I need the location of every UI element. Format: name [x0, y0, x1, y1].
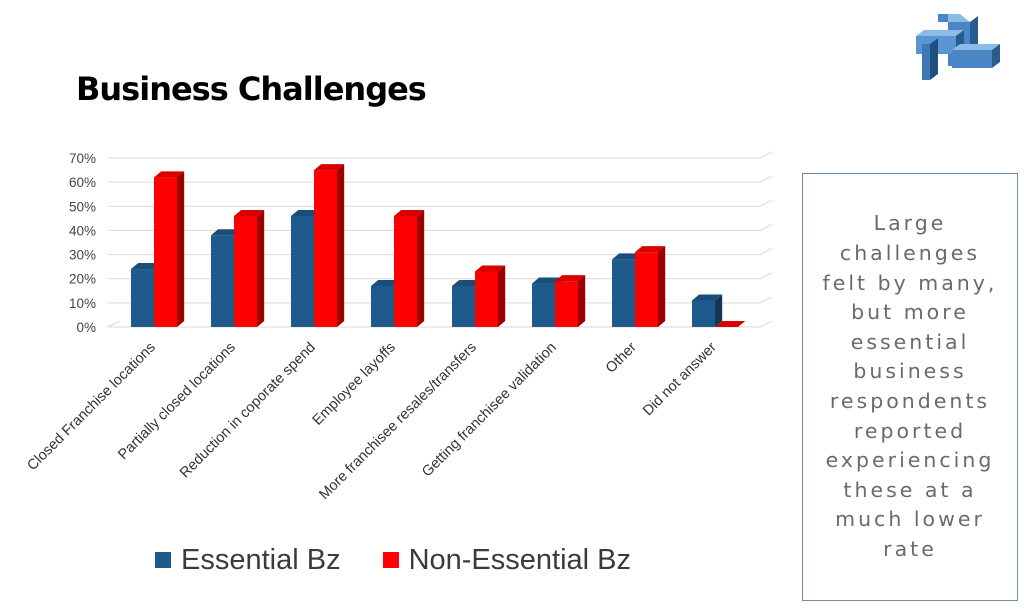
bar-side — [337, 164, 345, 327]
bar-front — [314, 170, 337, 327]
bar-front — [452, 285, 475, 327]
bar-front — [211, 235, 234, 327]
bar-front — [692, 300, 715, 327]
callout-text: Large challenges felt by many, but more … — [822, 211, 998, 561]
bar-side — [658, 246, 666, 327]
gridline-back — [759, 272, 773, 280]
gridline-back — [759, 151, 773, 159]
y-tick-label: 70% — [69, 151, 96, 166]
x-category-label: Getting franchisee validation — [419, 340, 560, 481]
bar-side — [177, 171, 185, 327]
bar-side — [498, 265, 506, 327]
bar-front — [612, 259, 635, 327]
bar-front — [532, 283, 555, 327]
y-tick-label: 50% — [69, 199, 96, 214]
bar-top — [635, 246, 666, 253]
y-tick-label: 10% — [69, 296, 96, 311]
x-category-label: Other — [603, 339, 640, 376]
y-tick-label: 0% — [76, 320, 96, 335]
bar-top — [371, 279, 402, 286]
bar-top — [452, 279, 483, 286]
gridline-back — [759, 223, 773, 231]
bar-side — [578, 275, 586, 327]
bar-front — [635, 252, 658, 327]
legend-swatch-non-essential — [382, 552, 399, 568]
bar-front — [394, 215, 417, 327]
gridline-back — [759, 248, 773, 256]
x-category-label: More franchisee resales/transfers — [316, 340, 479, 503]
bar-top — [532, 277, 563, 284]
y-tick-label: 30% — [69, 248, 96, 263]
bar-top — [555, 275, 586, 282]
bar-front — [131, 269, 154, 327]
bar-front — [371, 285, 394, 327]
legend-item-non-essential: Non-Essential Bz — [382, 543, 632, 577]
x-category-label: Employee layoffs — [310, 340, 399, 429]
bar-top — [131, 263, 162, 270]
bar-front — [154, 177, 177, 327]
gridline-back — [759, 175, 773, 183]
x-category-label: Did not answer — [640, 339, 720, 419]
bar-top — [234, 209, 265, 216]
bar-top — [715, 321, 746, 327]
bar-top — [314, 164, 345, 171]
bar-top — [211, 229, 242, 236]
x-category-label: Reduction in coporate spend — [177, 340, 319, 482]
y-tick-label: 60% — [69, 175, 96, 190]
bar-side — [417, 209, 425, 327]
bar-front — [475, 271, 498, 327]
bar-top — [291, 209, 322, 216]
bar-top — [475, 265, 506, 272]
legend-label-essential: Essential Bz — [181, 543, 341, 576]
gridline-back — [759, 320, 773, 328]
bar-front — [234, 215, 257, 327]
gridline-back — [759, 296, 773, 304]
y-tick-label: 20% — [69, 272, 96, 287]
y-tick-label: 40% — [69, 223, 96, 238]
bar-top — [692, 294, 723, 301]
x-category-label: Closed Franchise locations — [24, 340, 158, 474]
bar-front — [291, 215, 314, 327]
bar-front — [555, 281, 578, 327]
callout-box: Large challenges felt by many, but more … — [802, 173, 1018, 601]
legend-label-non-essential: Non-Essential Bz — [408, 543, 632, 576]
company-logo-icon — [916, 14, 1000, 80]
legend-item-essential: Essential Bz — [155, 544, 341, 577]
bar-top — [394, 209, 425, 216]
legend-swatch-essential — [155, 552, 171, 568]
floor-edge — [107, 320, 121, 328]
bar-chart: 0% 10% 20% 30% 40% 50% 60% 70% Closed Franchise … — [24, 151, 773, 503]
bar-top — [154, 171, 185, 178]
chart-legend: Essential Bz Non-Essential Bz — [155, 538, 631, 582]
bar-side — [257, 209, 265, 327]
bar-top — [612, 253, 643, 260]
bar-side — [715, 294, 723, 327]
gridline-back — [759, 199, 773, 207]
slide-title: Business Challenges — [76, 70, 427, 108]
